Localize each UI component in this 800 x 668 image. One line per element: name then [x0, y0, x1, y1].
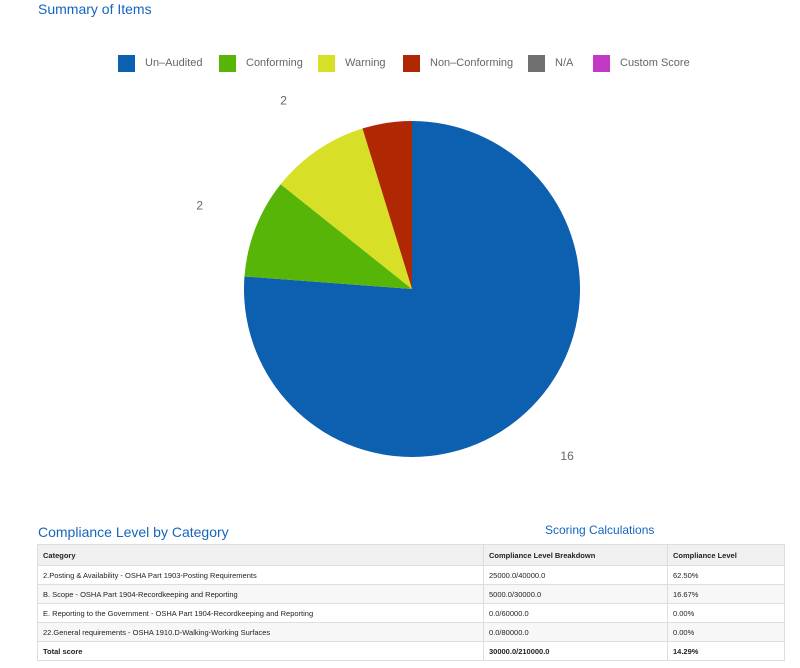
legend-swatch-custom-score: [593, 54, 610, 72]
pie-label-un-audited: 16: [560, 449, 574, 463]
legend-label-warning: Warning: [345, 57, 386, 69]
column-header-level: Compliance Level: [667, 544, 785, 566]
table-header-row: Category Compliance Level Breakdown Comp…: [37, 544, 785, 566]
total-breakdown: 30000.0/210000.0: [483, 641, 668, 661]
pie-slice-non-conforming[interactable]: [362, 121, 412, 289]
legend-swatch-conforming: [219, 54, 236, 72]
cell-level: 0.00%: [667, 603, 785, 623]
total-level: 14.29%: [667, 641, 785, 661]
compliance-table: Category Compliance Level Breakdown Comp…: [37, 544, 785, 661]
legend-label-custom-score: Custom Score: [620, 57, 690, 69]
cell-category: B. Scope - OSHA Part 1904-Recordkeeping …: [37, 584, 484, 604]
pie-label-conforming: 2: [196, 199, 203, 213]
legend-swatch-un-audited: [118, 54, 135, 72]
cell-category: 22.General requirements - OSHA 1910.D-Wa…: [37, 622, 484, 642]
scoring-calculations-link[interactable]: Scoring Calculations: [545, 523, 655, 537]
chart-legend: Un–Audited Conforming Warning Non–Confor…: [0, 54, 800, 72]
cell-level: 62.50%: [667, 565, 785, 585]
legend-item-custom-score[interactable]: Custom Score: [593, 54, 690, 72]
legend-item-un-audited[interactable]: Un–Audited: [118, 54, 203, 72]
legend-label-non-conforming: Non–Conforming: [430, 57, 514, 69]
pie-label-non-conforming: 1: [375, 70, 382, 71]
legend-label-na: N/A: [555, 57, 574, 69]
legend-item-na[interactable]: N/A: [528, 54, 573, 72]
column-header-breakdown: Compliance Level Breakdown: [483, 544, 668, 566]
legend-swatch-non-conforming: [403, 54, 420, 72]
cell-level: 16.67%: [667, 584, 785, 604]
cell-breakdown: 25000.0/40000.0: [483, 565, 668, 585]
legend-swatch-warning: [318, 54, 335, 72]
table-row: 2.Posting & Availability - OSHA Part 190…: [37, 565, 785, 585]
table-row: E. Reporting to the Government - OSHA Pa…: [37, 603, 785, 623]
compliance-title: Compliance Level by Category: [38, 524, 229, 540]
pie-slice-warning[interactable]: [280, 128, 412, 289]
legend-label-un-audited: Un–Audited: [145, 57, 203, 69]
legend-item-non-conforming[interactable]: Non–Conforming: [403, 54, 513, 72]
pie-slice-un-audited[interactable]: [244, 121, 580, 457]
legend-swatch-na: [528, 54, 545, 72]
cell-level: 0.00%: [667, 622, 785, 642]
legend-item-conforming[interactable]: Conforming: [219, 54, 303, 72]
column-header-category: Category: [37, 544, 484, 566]
total-label: Total score: [37, 641, 484, 661]
pie-slice-conforming[interactable]: [244, 184, 412, 289]
table-total-row: Total score 30000.0/210000.0 14.29%: [37, 641, 785, 661]
cell-breakdown: 0.0/60000.0: [483, 603, 668, 623]
cell-category: 2.Posting & Availability - OSHA Part 190…: [37, 565, 484, 585]
cell-breakdown: 0.0/80000.0: [483, 622, 668, 642]
pie-label-warning: 2: [280, 94, 287, 108]
cell-breakdown: 5000.0/30000.0: [483, 584, 668, 604]
summary-title: Summary of Items: [38, 1, 152, 17]
legend-label-conforming: Conforming: [246, 57, 303, 69]
table-row: B. Scope - OSHA Part 1904-Recordkeeping …: [37, 584, 785, 604]
legend-item-warning[interactable]: Warning: [318, 54, 386, 72]
table-row: 22.General requirements - OSHA 1910.D-Wa…: [37, 622, 785, 642]
pie-chart: 16 2 2 1: [196, 70, 580, 463]
cell-category: E. Reporting to the Government - OSHA Pa…: [37, 603, 484, 623]
